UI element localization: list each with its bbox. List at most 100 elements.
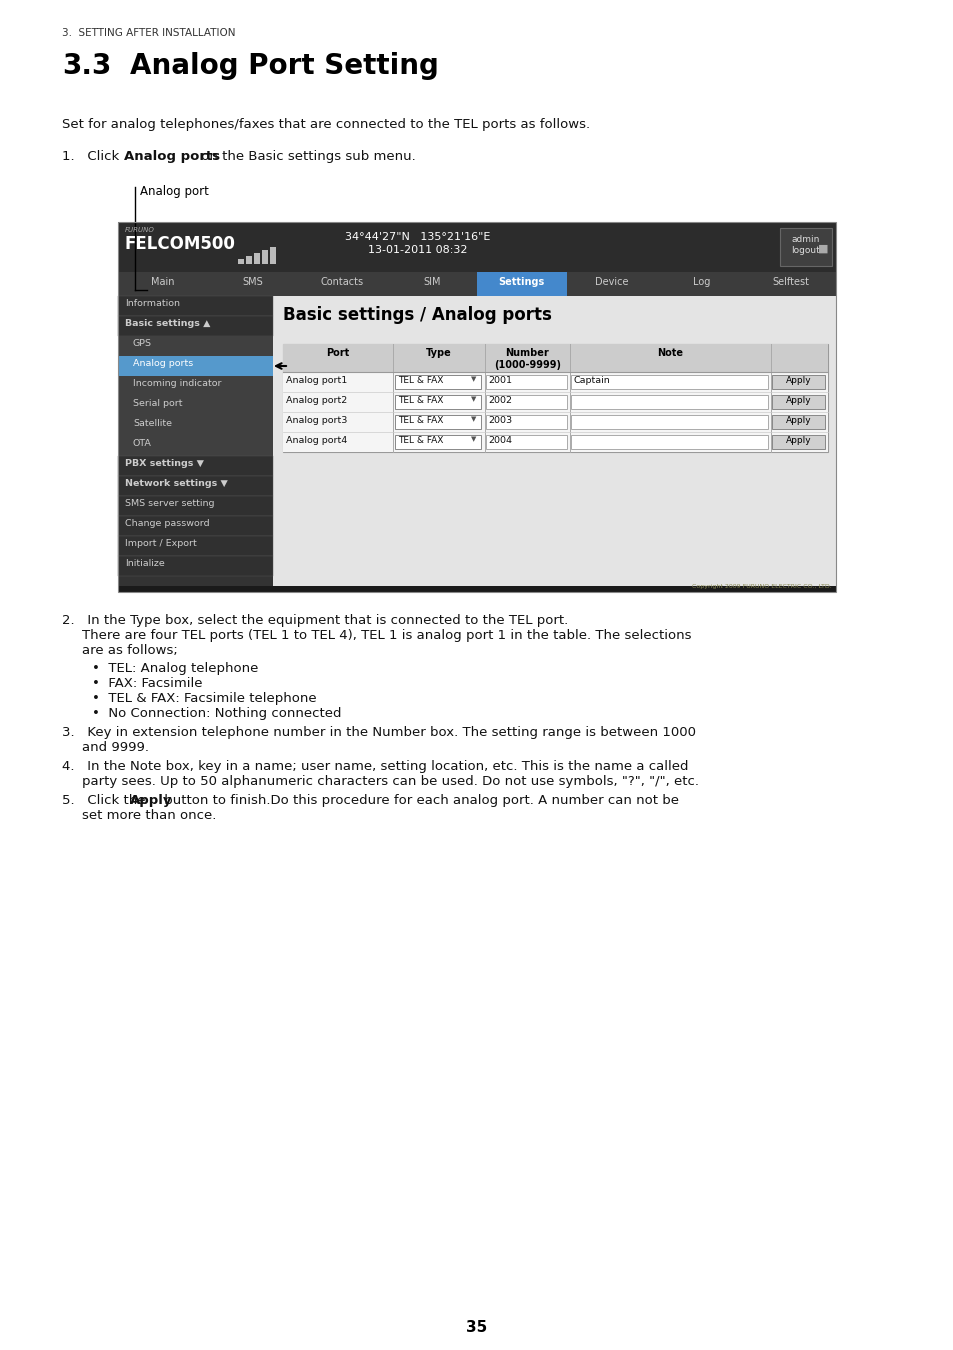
Text: FELCOM500: FELCOM500	[125, 235, 235, 252]
Text: TEL & FAX: TEL & FAX	[397, 436, 443, 446]
Bar	[118, 271, 835, 296]
Text: 35: 35	[466, 1320, 487, 1335]
Bar	[273, 296, 835, 593]
Text: Analog port: Analog port	[140, 185, 209, 198]
Bar	[780, 228, 831, 266]
Text: Number
(1000-9999): Number (1000-9999)	[493, 348, 560, 370]
Bar	[283, 373, 827, 391]
Text: Apply: Apply	[130, 794, 172, 807]
Bar	[395, 414, 480, 429]
Bar	[395, 396, 480, 409]
Text: on the Basic settings sub menu.: on the Basic settings sub menu.	[196, 150, 416, 163]
Text: Set for analog telephones/faxes that are connected to the TEL ports as follows.: Set for analog telephones/faxes that are…	[62, 117, 590, 131]
Text: 34°44'27"N   135°21'16"E: 34°44'27"N 135°21'16"E	[345, 232, 490, 242]
Bar	[118, 436, 273, 456]
Text: 2.   In the Type box, select the equipment that is connected to the TEL port.: 2. In the Type box, select the equipment…	[62, 614, 568, 626]
Bar	[118, 586, 835, 593]
Text: 5.   Click the: 5. Click the	[62, 794, 150, 807]
Bar	[118, 536, 273, 556]
Text: TEL & FAX: TEL & FAX	[397, 416, 443, 425]
Bar	[772, 375, 824, 389]
Text: SIM: SIM	[423, 277, 440, 288]
Bar	[283, 392, 827, 412]
Text: 2004: 2004	[488, 436, 512, 446]
Bar	[262, 250, 268, 265]
Text: Port: Port	[326, 348, 350, 358]
Text: Analog port3: Analog port3	[286, 416, 347, 425]
Text: Basic settings ▲: Basic settings ▲	[125, 319, 211, 328]
Bar	[118, 495, 273, 516]
Bar	[118, 477, 273, 495]
Text: Apply: Apply	[785, 416, 811, 425]
Bar	[570, 435, 767, 450]
Text: admin: admin	[791, 235, 820, 244]
Text: Apply: Apply	[785, 377, 811, 385]
Text: Satellite: Satellite	[132, 418, 172, 428]
Bar	[237, 259, 244, 265]
Bar	[118, 456, 273, 477]
Text: TEL & FAX: TEL & FAX	[397, 396, 443, 405]
Bar	[118, 377, 273, 396]
Bar	[118, 336, 273, 356]
Text: Selftest: Selftest	[772, 277, 809, 288]
Bar	[118, 296, 273, 593]
Text: •  No Connection: Nothing connected: • No Connection: Nothing connected	[91, 707, 341, 720]
Bar	[772, 414, 824, 429]
Text: Analog ports: Analog ports	[124, 150, 220, 163]
Text: 2003: 2003	[488, 416, 512, 425]
Text: logout: logout	[791, 246, 820, 255]
Text: Information: Information	[125, 298, 180, 308]
Bar	[476, 271, 566, 296]
Bar	[270, 247, 275, 265]
Bar	[570, 375, 767, 389]
Bar	[570, 414, 767, 429]
Bar	[118, 316, 273, 336]
Text: Incoming indicator: Incoming indicator	[132, 379, 221, 387]
Text: Contacts: Contacts	[320, 277, 363, 288]
Bar	[772, 396, 824, 409]
Bar	[118, 356, 273, 377]
Text: ▼: ▼	[471, 416, 476, 423]
Text: Main: Main	[151, 277, 174, 288]
Text: Analog port2: Analog port2	[286, 396, 347, 405]
Text: 13-01-2011 08:32: 13-01-2011 08:32	[368, 244, 467, 255]
Text: Analog ports: Analog ports	[132, 359, 193, 369]
Text: GPS: GPS	[132, 339, 152, 348]
Bar	[118, 221, 835, 593]
Text: SMS server setting: SMS server setting	[125, 500, 214, 508]
Text: Basic settings / Analog ports: Basic settings / Analog ports	[283, 306, 551, 324]
Text: party sees. Up to 50 alphanumeric characters can be used. Do not use symbols, "?: party sees. Up to 50 alphanumeric charac…	[82, 775, 699, 788]
Text: are as follows;: are as follows;	[82, 644, 177, 657]
Text: ▼: ▼	[471, 436, 476, 441]
Text: 4.   In the Note box, key in a name; user name, setting location, etc. This is t: 4. In the Note box, key in a name; user …	[62, 760, 688, 774]
Text: 3.  SETTING AFTER INSTALLATION: 3. SETTING AFTER INSTALLATION	[62, 28, 235, 38]
Text: ▼: ▼	[471, 396, 476, 402]
Text: Log: Log	[692, 277, 709, 288]
Bar	[485, 396, 566, 409]
Bar	[485, 375, 566, 389]
Text: 2001: 2001	[488, 377, 512, 385]
Text: SMS: SMS	[242, 277, 263, 288]
Bar	[253, 252, 260, 265]
Text: Serial port: Serial port	[132, 400, 182, 408]
Bar	[283, 344, 827, 452]
Text: set more than once.: set more than once.	[82, 809, 216, 822]
Text: Type: Type	[426, 348, 452, 358]
Text: Note: Note	[657, 348, 682, 358]
Text: •  TEL & FAX: Facsimile telephone: • TEL & FAX: Facsimile telephone	[91, 693, 316, 705]
Text: •  FAX: Facsimile: • FAX: Facsimile	[91, 676, 202, 690]
Text: FURUNO: FURUNO	[125, 227, 154, 234]
Bar	[485, 435, 566, 450]
Text: 3.   Key in extension telephone number in the Number box. The setting range is b: 3. Key in extension telephone number in …	[62, 726, 696, 738]
Text: Device: Device	[595, 277, 628, 288]
Text: Import / Export: Import / Export	[125, 539, 196, 548]
Text: Apply: Apply	[785, 436, 811, 446]
Text: ■: ■	[817, 244, 827, 254]
Text: There are four TEL ports (TEL 1 to TEL 4), TEL 1 is analog port 1 in the table. : There are four TEL ports (TEL 1 to TEL 4…	[82, 629, 691, 643]
Text: Analog port1: Analog port1	[286, 377, 347, 385]
Text: button to finish.Do this procedure for each analog port. A number can not be: button to finish.Do this procedure for e…	[160, 794, 679, 807]
Text: ▼: ▼	[471, 377, 476, 382]
Bar	[283, 412, 827, 432]
Bar	[283, 344, 827, 373]
Text: and 9999.: and 9999.	[82, 741, 149, 755]
